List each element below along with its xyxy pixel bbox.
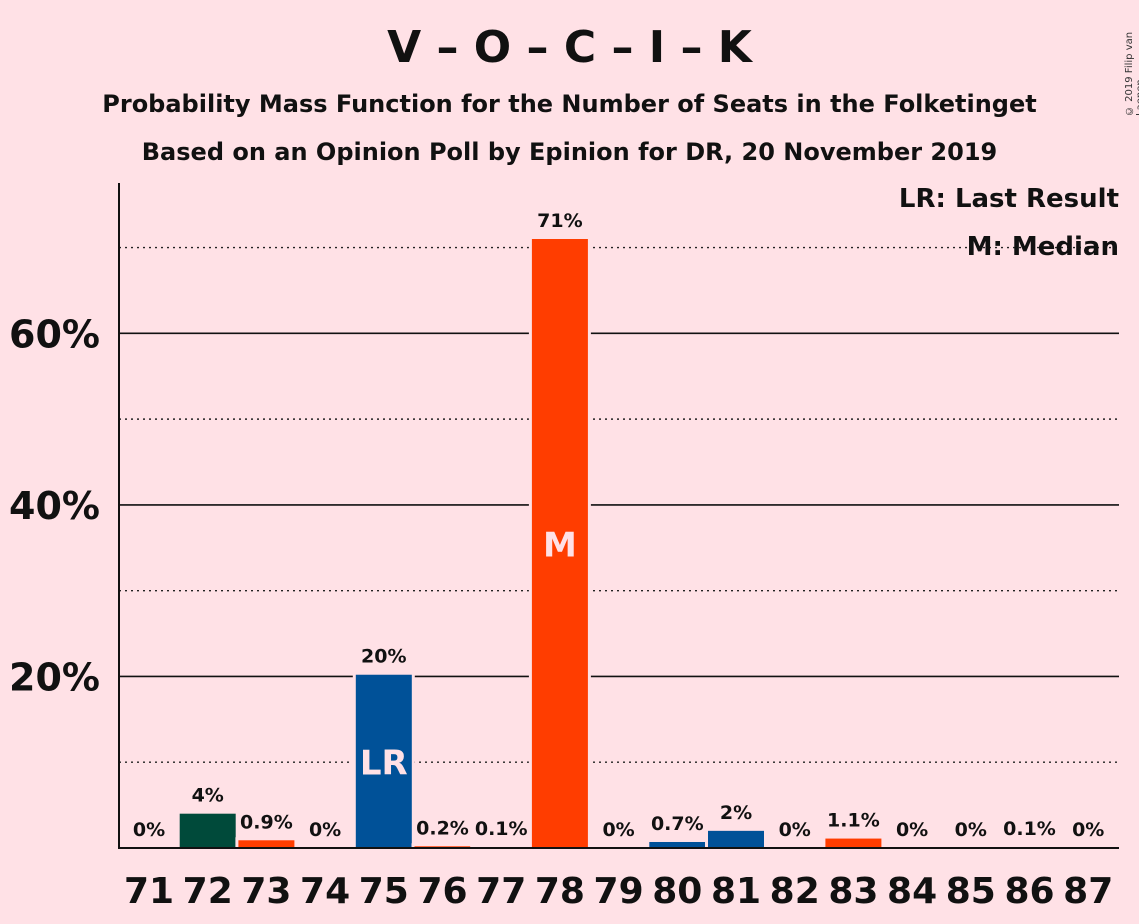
x-tick-label: 81 [711, 871, 761, 912]
x-tick-label: 77 [476, 871, 526, 912]
bar-value-label: 20% [361, 646, 406, 668]
bar-value-label: 2% [720, 802, 752, 824]
legend-last-result: LR: Last Result [898, 184, 1119, 214]
x-tick-label: 84 [887, 871, 937, 912]
x-tick-label: 87 [1063, 871, 1113, 912]
bar-value-label: 0.7% [651, 813, 704, 835]
x-tick-label: 80 [652, 871, 702, 912]
bar-value-label: 0% [896, 819, 928, 841]
last-result-marker: LR [360, 743, 408, 783]
bar-value-label: 0% [133, 819, 165, 841]
bar [355, 674, 412, 848]
bar [531, 239, 588, 848]
bar-value-label: 0.9% [240, 811, 293, 833]
chart-title: V – O – C – I – K [387, 22, 752, 73]
bar [825, 838, 882, 848]
x-tick-label: 72 [183, 871, 233, 912]
bar [649, 841, 706, 848]
bar [179, 813, 236, 848]
x-tick-label: 74 [300, 871, 350, 912]
bar [238, 840, 295, 848]
x-tick-label: 82 [770, 871, 820, 912]
bar-halo [470, 844, 533, 848]
bar-halo [998, 844, 1061, 848]
median-marker: M [543, 526, 577, 566]
x-tick-label: 79 [594, 871, 644, 912]
x-tick-label: 85 [946, 871, 996, 912]
bar-value-label: 4% [192, 785, 224, 807]
legend-median: M: Median [966, 232, 1119, 262]
bar-value-label: 0.2% [416, 817, 469, 839]
bar [708, 830, 764, 848]
bar-value-label: 0% [309, 819, 341, 841]
x-tick-label: 76 [417, 871, 467, 912]
x-tick-label: 83 [828, 871, 878, 912]
bar-halo [411, 843, 474, 848]
x-tick-label: 71 [124, 871, 174, 912]
bar-value-label: 0% [602, 819, 634, 841]
x-tick-label: 86 [1004, 871, 1054, 912]
chart-subtitle-2: Based on an Opinion Poll by Epinion for … [141, 138, 998, 166]
x-tick-label: 73 [241, 871, 291, 912]
bar-value-label: 0% [779, 819, 811, 841]
bar-value-label: 0% [1072, 819, 1104, 841]
bar-value-label: 0% [955, 819, 987, 841]
bar-value-label: 1.1% [827, 810, 880, 832]
y-tick-label: 40% [9, 484, 100, 528]
y-tick-label: 60% [9, 312, 100, 356]
chart-subtitle-1: Probability Mass Function for the Number… [102, 90, 1037, 118]
bar-value-label: 0.1% [1003, 818, 1056, 840]
bar-value-label: 71% [537, 210, 582, 232]
x-tick-label: 78 [535, 871, 585, 912]
bar-value-label: 0.1% [475, 818, 528, 840]
x-tick-label: 75 [359, 871, 409, 912]
y-tick-label: 20% [9, 655, 100, 699]
